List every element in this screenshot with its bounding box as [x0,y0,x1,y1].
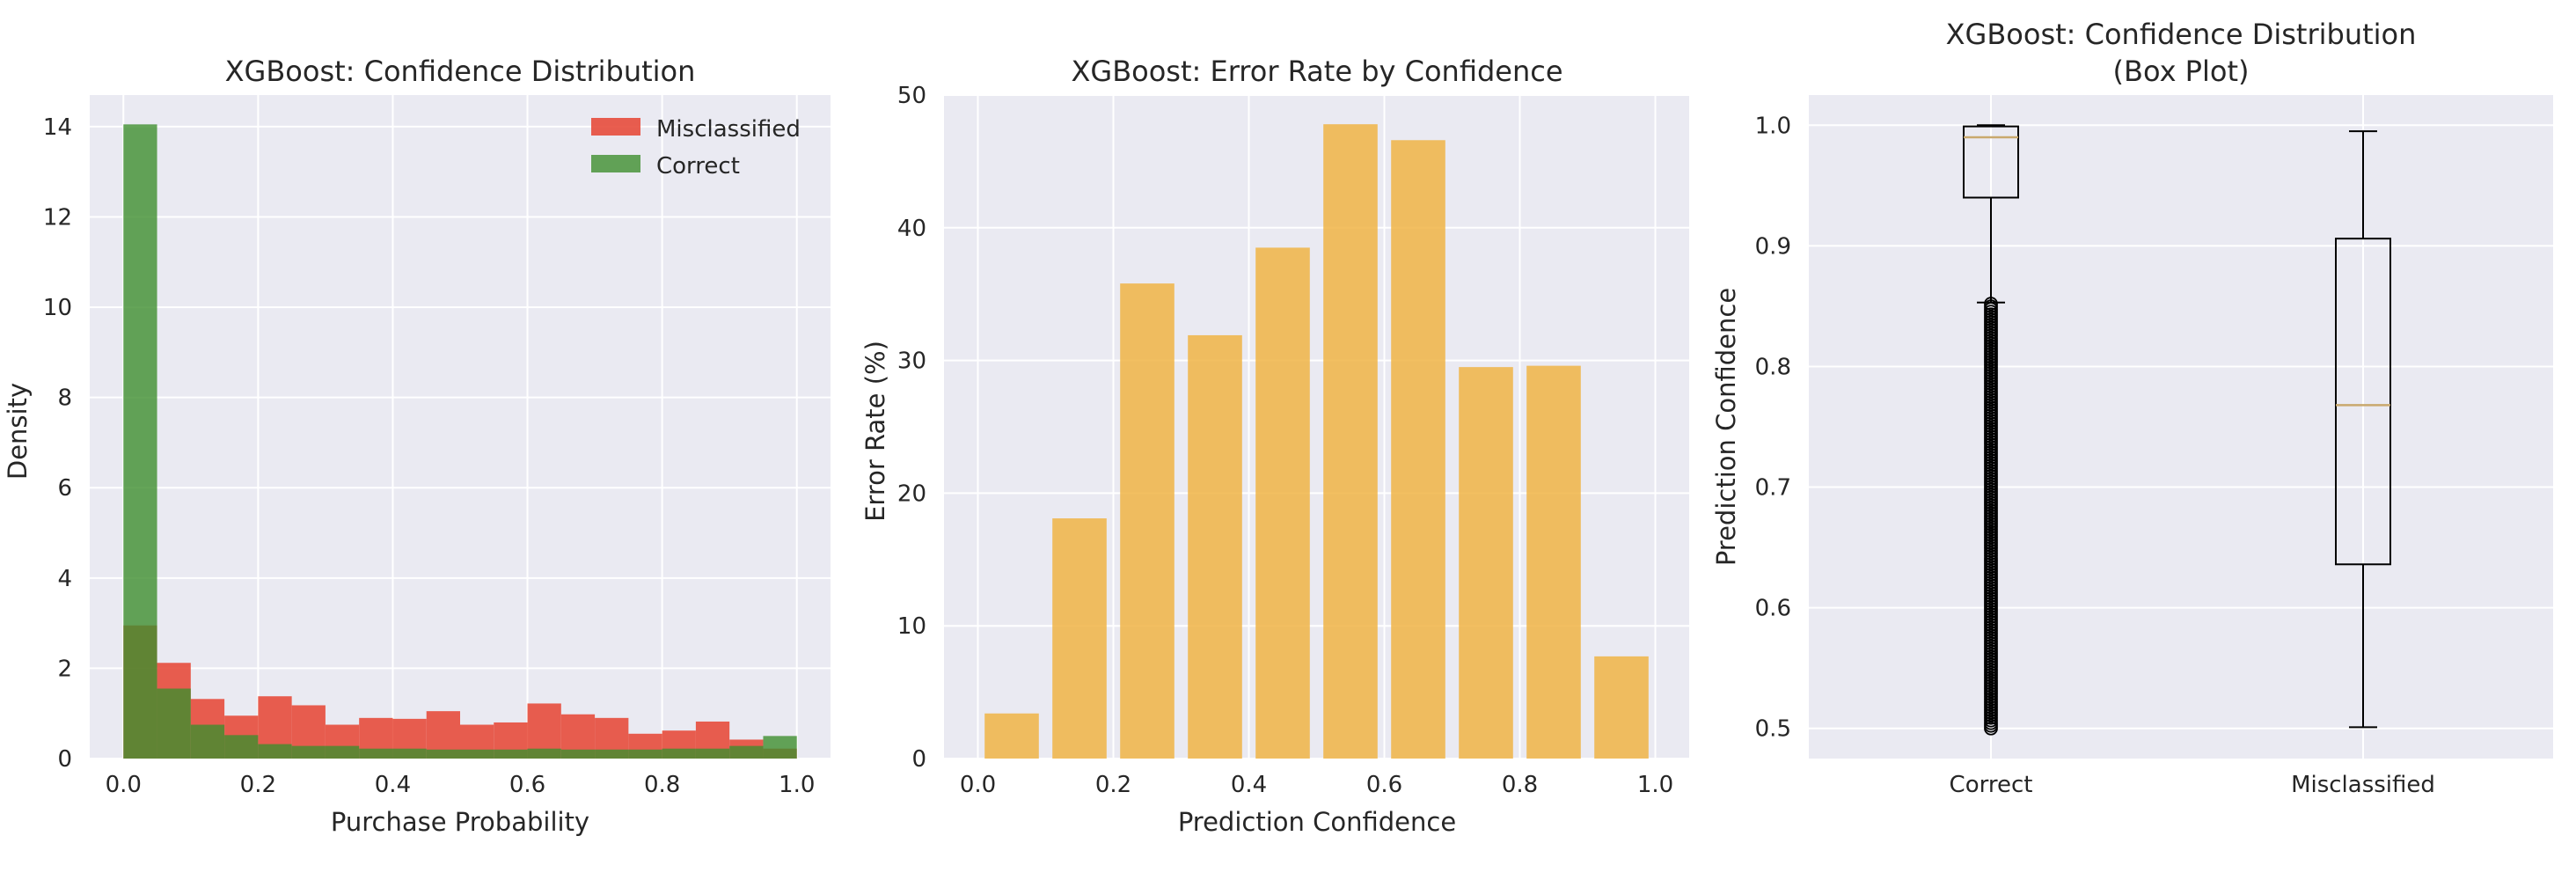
error-rate-bar [1255,247,1310,759]
chart-title: XGBoost: Error Rate by Confidence [1071,55,1562,88]
x-tick-label: 1.0 [779,772,815,798]
y-axis-label: Prediction Confidence [1711,288,1741,566]
bar-correct [325,745,360,759]
x-tick-label: 0.8 [644,772,680,798]
plot-area [1809,95,2553,759]
y-tick-label: 0.7 [1755,475,1791,502]
histogram-bars [123,124,797,759]
bar-correct [190,724,225,759]
bar-correct [157,688,191,759]
y-axis-label: Density [3,383,33,480]
y-axis-label: Error Rate (%) [860,341,890,522]
bar-correct [595,749,629,759]
x-tick-labels: 0.0 0.2 0.4 0.6 0.8 1.0 [106,772,816,798]
bar-correct [123,124,157,759]
bar-correct [763,736,797,759]
chart-title: XGBoost: Confidence Distribution [225,55,696,88]
y-tick-label: 30 [897,348,926,375]
y-tick-label: 2 [57,656,72,682]
error-rate-bars [984,124,1649,759]
x-tick-label: 0.8 [1502,772,1538,798]
outlier-point [1984,297,1998,312]
chart-subtitle: (Box Plot) [2113,55,2250,88]
y-tick-labels: 0 2 4 6 8 10 12 14 [43,114,72,773]
bar-correct [662,748,696,759]
y-tick-label: 50 [897,83,926,109]
error-rate-bar [1594,656,1649,759]
x-tick-label: 0.6 [509,772,545,798]
x-tick-labels: Correct Misclassified [1950,772,2435,798]
bar-correct [392,748,427,759]
x-tick-label: 1.0 [1637,772,1673,798]
x-tick-label: 0.0 [960,772,996,798]
x-tick-label: 0.6 [1366,772,1402,798]
grid [90,95,831,759]
bar-correct [527,748,561,759]
x-tick-label: 0.4 [1231,772,1267,798]
chart-title: XGBoost: Confidence Distribution [1946,18,2417,51]
y-tick-label: 20 [897,480,926,507]
x-tick-labels: 0.0 0.2 0.4 0.6 0.8 1.0 [960,772,1673,798]
y-tick-label: 0 [911,746,926,773]
bar-correct [560,749,596,759]
x-axis-label: Purchase Probability [331,807,589,837]
box-plots [1963,124,2391,736]
bar-correct [359,748,393,759]
panel-error-rate: XGBoost: Error Rate by Confidence Predic… [860,55,1689,837]
legend: Misclassified Correct [591,116,801,180]
grid [944,94,1689,759]
x-tick-label: Misclassified [2291,772,2435,798]
y-tick-label: 6 [57,475,72,502]
y-tick-label: 0.9 [1755,233,1791,260]
y-tick-label: 10 [897,613,926,640]
y-tick-label: 0.8 [1755,354,1791,380]
plot-area [90,95,831,759]
y-tick-labels: 0.5 0.6 0.7 0.8 0.9 1.0 [1755,113,1791,742]
y-tick-label: 40 [897,216,926,242]
x-axis-label: Prediction Confidence [1178,807,1456,837]
x-tick-label: 0.2 [240,772,276,798]
box-misclassified [2335,238,2391,566]
y-tick-label: 12 [43,204,72,231]
y-tick-label: 8 [57,385,72,412]
x-tick-label: Correct [1950,772,2033,798]
legend-label-correct: Correct [656,153,740,180]
y-tick-label: 0.6 [1755,596,1791,622]
y-tick-label: 10 [43,295,72,321]
legend-swatch-correct [591,155,640,172]
error-rate-bar [1052,518,1107,759]
bar-correct [426,749,460,759]
error-rate-bar [1459,367,1513,759]
bar-correct [494,749,528,759]
error-rate-bar [1526,365,1581,759]
legend-swatch-misclassified [591,118,640,136]
bar-correct [628,749,662,759]
error-rate-bar [1391,140,1445,759]
x-tick-label: 0.0 [106,772,142,798]
y-tick-label: 1.0 [1755,113,1791,139]
y-tick-labels: 0 10 20 30 40 50 [897,83,926,773]
box-correct [1963,125,2019,199]
error-rate-bar [1188,334,1242,759]
y-tick-label: 0.5 [1755,716,1791,743]
panel-box-plot: XGBoost: Confidence Distribution (Box Pl… [1711,18,2553,798]
x-tick-label: 0.4 [375,772,411,798]
error-rate-bar [1120,283,1175,759]
x-tick-label: 0.2 [1095,772,1131,798]
panel-histogram: XGBoost: Confidence Distribution Purchas… [3,55,831,837]
y-tick-label: 0 [57,746,72,773]
bar-correct [224,735,259,759]
bar-correct [291,745,326,759]
y-tick-label: 4 [57,566,72,592]
y-tick-label: 14 [43,114,72,141]
bar-correct [258,744,292,759]
error-rate-bar [984,713,1039,759]
legend-label-misclassified: Misclassified [656,116,801,143]
bar-correct [460,749,494,759]
error-rate-bar [1323,124,1378,759]
bar-correct [729,745,764,759]
bar-correct [695,748,730,759]
